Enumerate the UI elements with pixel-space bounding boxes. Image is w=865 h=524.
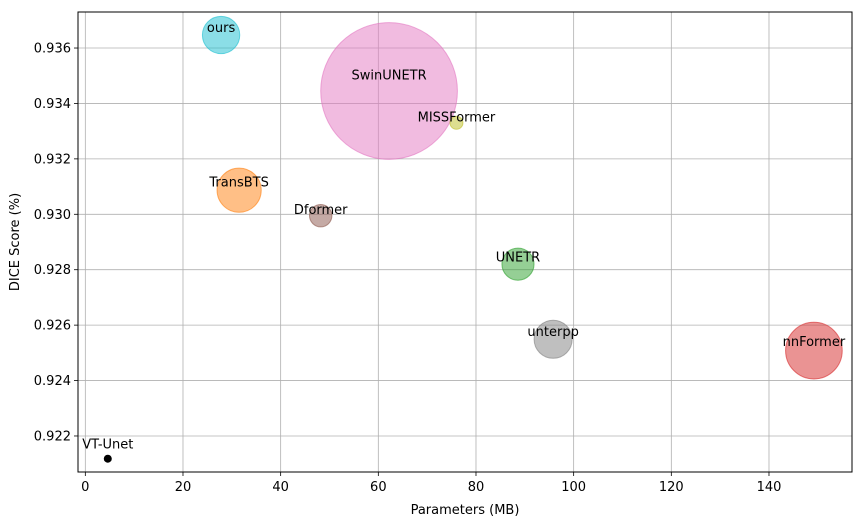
ticks: 0 20 40 60 80 100 120 140 0.922 0.924 0.926 0.928 0.… xyxy=(34,42,782,495)
point-label: MISSFormer xyxy=(418,111,496,126)
point-label: TransBTS xyxy=(208,175,268,190)
y-tick-label: 0.924 xyxy=(34,374,71,389)
point-label: ours xyxy=(207,21,236,36)
x-axis-label: Parameters (MB) xyxy=(411,503,520,518)
y-tick-label: 0.932 xyxy=(34,152,71,167)
y-tick-label: 0.934 xyxy=(34,97,71,112)
point-label: nnFormer xyxy=(783,335,846,350)
bubble-missformer xyxy=(449,115,464,130)
x-tick-label: 40 xyxy=(272,480,289,495)
bubble-labels: ours SwinUNETR MISSFormer TransBTS Dformer UN… xyxy=(82,21,846,453)
bubble-ours xyxy=(201,15,241,55)
y-tick-label: 0.928 xyxy=(34,263,71,278)
point-label: UNETR xyxy=(496,250,540,265)
bubble-unetr xyxy=(501,247,535,281)
grid xyxy=(78,12,852,472)
point-label: unterpp xyxy=(527,325,578,340)
bubble-swinunetr xyxy=(320,22,458,160)
y-tick-label: 0.936 xyxy=(34,42,71,57)
bubble-nnformer xyxy=(785,321,843,380)
plot-frame xyxy=(77,11,853,473)
y-tick-label: 0.922 xyxy=(34,429,71,444)
x-tick-label: 80 xyxy=(468,480,485,495)
point-label: SwinUNETR xyxy=(351,68,426,83)
x-tick-label: 60 xyxy=(370,480,387,495)
x-tick-label: 140 xyxy=(757,480,782,495)
point-label: VT-Unet xyxy=(82,438,133,453)
y-tick-label: 0.926 xyxy=(34,319,71,334)
bubble-transbts xyxy=(216,167,262,213)
y-axis-label: DICE Score (%) xyxy=(8,193,23,291)
bubbles xyxy=(103,15,843,463)
x-tick-label: 120 xyxy=(659,480,684,495)
bubble-unterpp xyxy=(533,319,573,359)
bubble-vt-unet xyxy=(103,454,112,463)
x-tick-label: 0 xyxy=(81,480,89,495)
bubble-dformer xyxy=(308,203,333,228)
y-tick-label: 0.930 xyxy=(34,208,71,223)
point-label: Dformer xyxy=(294,203,348,218)
x-tick-label: 100 xyxy=(561,480,586,495)
x-tick-label: 20 xyxy=(175,480,192,495)
